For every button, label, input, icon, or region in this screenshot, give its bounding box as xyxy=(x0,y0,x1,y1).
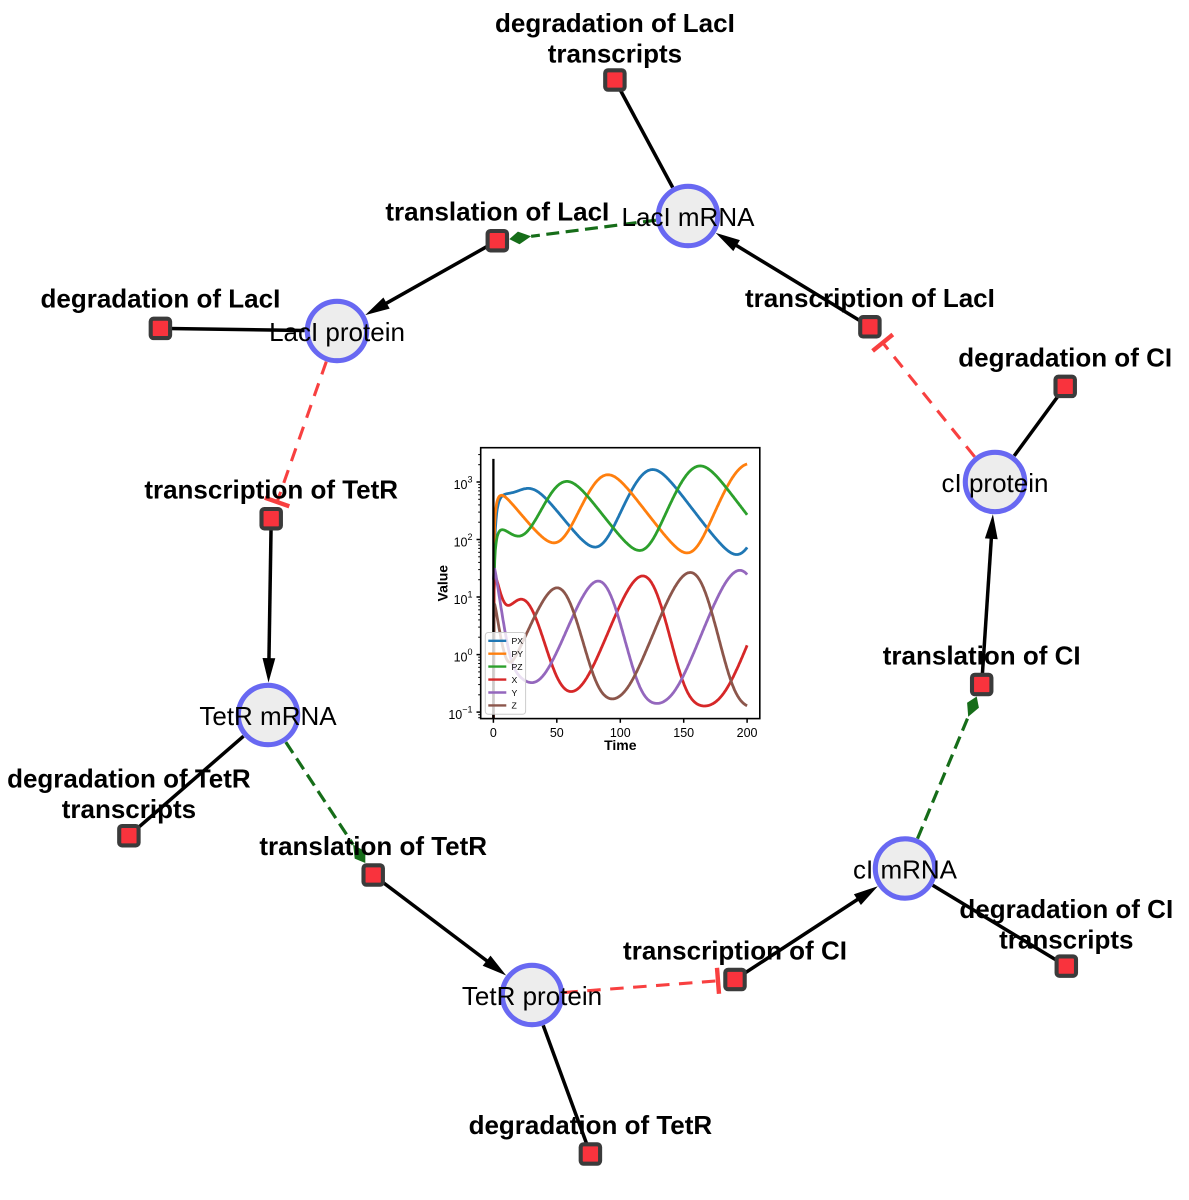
svg-text:transcription of TetR: transcription of TetR xyxy=(144,475,398,505)
svg-text:150: 150 xyxy=(673,726,694,740)
svg-text:LacI protein: LacI protein xyxy=(269,317,405,347)
svg-text:degradation of CI: degradation of CI xyxy=(958,342,1172,372)
svg-text:transcripts: transcripts xyxy=(999,925,1133,955)
svg-text:0: 0 xyxy=(490,726,497,740)
svg-text:100: 100 xyxy=(610,726,631,740)
svg-text:degradation of LacI: degradation of LacI xyxy=(495,8,735,38)
svg-text:PY: PY xyxy=(512,649,524,659)
svg-text:translation of TetR: translation of TetR xyxy=(259,831,487,861)
svg-text:transcription of LacI: transcription of LacI xyxy=(745,283,995,313)
svg-text:cI protein: cI protein xyxy=(942,468,1049,498)
svg-text:Value: Value xyxy=(435,565,451,602)
svg-text:Y: Y xyxy=(512,688,518,698)
svg-text:Z: Z xyxy=(512,701,518,711)
svg-text:200: 200 xyxy=(737,726,758,740)
svg-text:degradation of CI: degradation of CI xyxy=(959,894,1173,924)
svg-text:TetR protein: TetR protein xyxy=(462,981,602,1011)
svg-text:TetR mRNA: TetR mRNA xyxy=(199,701,337,731)
svg-text:transcripts: transcripts xyxy=(548,39,682,69)
svg-text:PZ: PZ xyxy=(512,662,524,672)
svg-text:50: 50 xyxy=(550,726,564,740)
svg-text:transcription of CI: transcription of CI xyxy=(623,936,847,966)
svg-text:X: X xyxy=(512,675,518,685)
svg-text:degradation of LacI: degradation of LacI xyxy=(40,283,280,313)
svg-text:cI mRNA: cI mRNA xyxy=(853,855,958,885)
svg-text:degradation of TetR: degradation of TetR xyxy=(469,1110,713,1140)
svg-text:translation of LacI: translation of LacI xyxy=(385,197,609,227)
svg-text:translation of CI: translation of CI xyxy=(883,641,1081,671)
svg-text:transcripts: transcripts xyxy=(62,794,196,824)
svg-text:LacI mRNA: LacI mRNA xyxy=(622,202,756,232)
svg-text:degradation of TetR: degradation of TetR xyxy=(7,764,251,794)
svg-text:PX: PX xyxy=(512,636,524,646)
svg-text:Time: Time xyxy=(604,737,637,753)
